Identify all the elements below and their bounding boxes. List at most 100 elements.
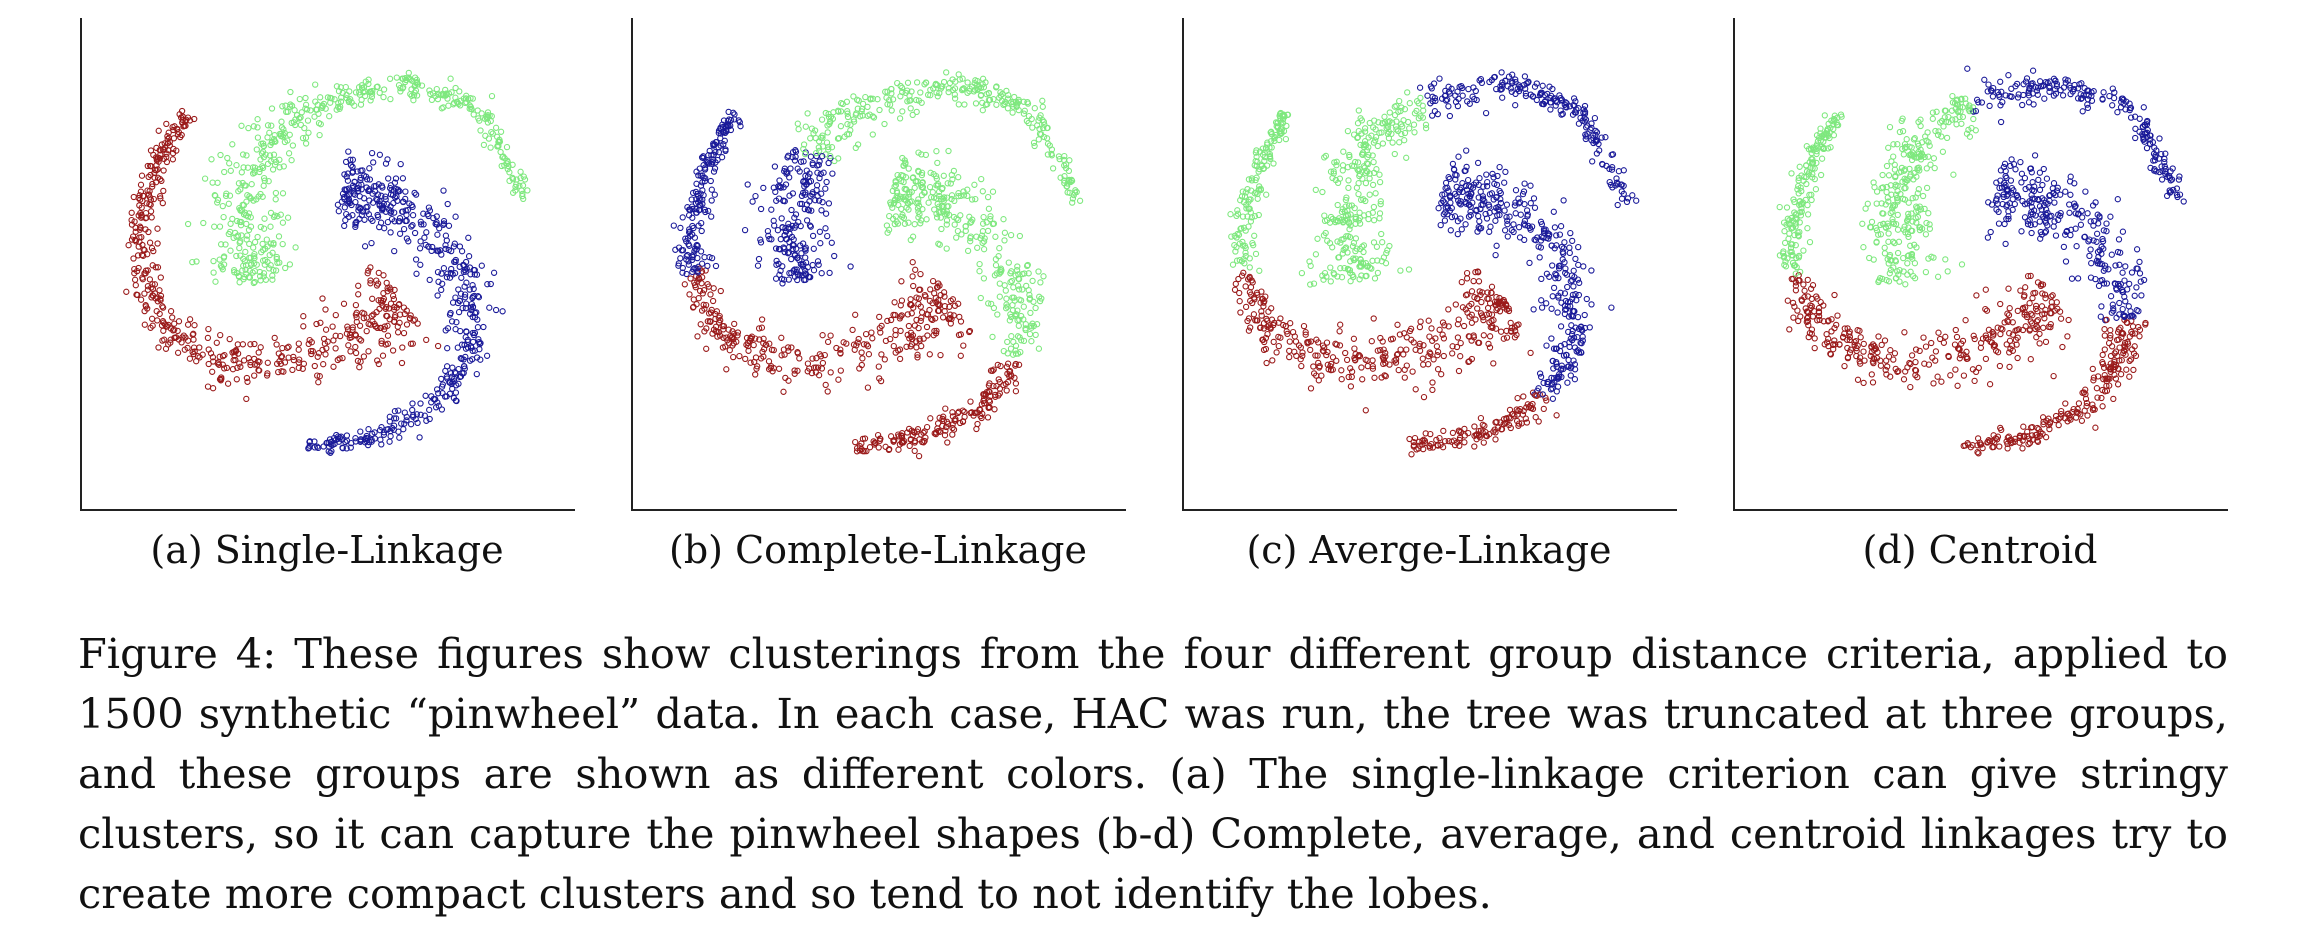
scatter-point [509,176,517,183]
scatter-point [770,217,777,224]
scatter-point [762,341,769,348]
scatter-point [134,252,142,259]
scatter-point [431,396,439,403]
scatter-point [174,327,181,335]
scatter-point [457,102,464,109]
scatter-point [996,245,1003,252]
scatter-point [377,219,385,226]
scatter-point [805,207,813,214]
scatter-point [257,190,264,198]
scatter-point [1369,357,1376,364]
scatter-point [970,88,978,95]
scatter-point [1878,184,1885,192]
scatter-point [1472,431,1480,439]
scatter-point [319,295,326,302]
scatter-point [1298,269,1306,277]
scatter-point [1009,109,1016,116]
scatter-point [148,163,155,170]
scatter-point [1463,269,1471,277]
scatter-point [311,362,318,370]
scatter-point [1527,226,1534,233]
scatter-point [2144,126,2151,134]
scatter-point [1910,176,1917,183]
scatter-point [967,398,974,405]
scatter-point [1923,219,1930,227]
scatter-point [1044,124,1051,132]
scatter-point [349,326,356,333]
scatter-point [1465,213,1473,220]
scatter-point [896,355,904,363]
scatter-point [1553,242,1560,249]
scatter-point [353,314,360,321]
scatter-point [381,326,388,333]
scatter-point [374,191,382,198]
scatter-point [1382,260,1390,267]
scatter-point [930,194,938,201]
scatter-point [1588,267,1595,274]
scatter-point [968,409,975,416]
scatter-point [1342,349,1349,357]
scatter-point [1232,280,1239,288]
scatter-point [1368,338,1375,345]
scatter-point [1550,345,1558,352]
scatter-point [907,236,914,244]
scatter-point [1366,119,1373,127]
scatter-point [1040,124,1047,132]
scatter-point [401,409,408,416]
scatter-point [1904,260,1911,267]
scatter-point [2176,191,2184,198]
scatter-point [1432,335,1439,342]
scatter-point [470,285,477,293]
scatter-point [704,262,711,270]
scatter-point [469,304,477,311]
scatter-point [935,297,942,304]
scatter-point [931,290,938,297]
scatter-point [1251,296,1258,303]
scatter-point [837,108,845,115]
scatter-point [512,183,519,191]
scatter-point [495,142,502,150]
scatter-point [301,124,308,132]
scatter-point [1509,78,1516,85]
scatter-point [721,137,728,144]
scatter-point [1543,397,1550,404]
scatter-point [911,184,918,192]
scatter-point [898,439,905,446]
scatter-point [1266,150,1273,158]
scatter-point [1028,338,1035,345]
scatter-point [1396,97,1403,105]
scatter-point [1539,391,1546,398]
scatter-point [1320,348,1327,355]
scatter-point [1892,172,1899,180]
scatter-point [449,385,456,392]
scatter-point [1900,268,1907,275]
scatter-point [1566,343,1573,351]
scatter-point [249,269,256,276]
scatter-point [773,261,780,268]
scatter-point [852,438,859,446]
scatter-point [295,340,302,347]
scatter-point [142,267,150,274]
scatter-point [1350,239,1358,247]
scatter-point [151,166,159,174]
scatter-point [361,243,369,250]
scatter-point [457,327,464,335]
scatter-point [369,87,376,95]
scatter-point [2067,90,2074,98]
scatter-point [1468,288,1476,295]
scatter-point [257,344,264,351]
scatter-point [305,129,312,136]
scatter-point [257,223,264,231]
scatter-point [2088,97,2096,104]
scatter-point [1438,95,1446,102]
scatter-point [266,152,274,159]
scatter-point [1538,89,1545,96]
scatter-point [1538,304,1546,311]
scatter-point [1419,114,1427,121]
scatter-point [790,236,797,243]
scatter-point [1575,261,1582,269]
scatter-point [412,256,420,263]
scatter-point [1873,200,1880,207]
scatter-point [1431,108,1439,115]
scatter-point [1508,328,1515,335]
